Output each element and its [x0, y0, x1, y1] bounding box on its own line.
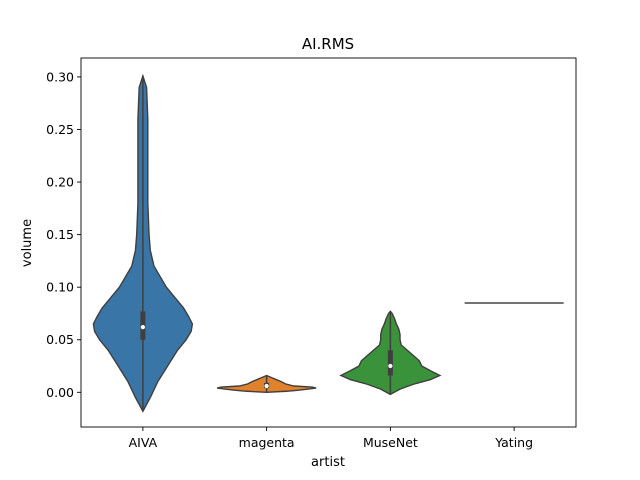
violin-median: [140, 325, 145, 330]
violin-musenet: [339, 310, 442, 396]
violin-median: [388, 363, 393, 369]
violin-magenta: [216, 374, 317, 394]
x-tick-label: AIVA: [129, 435, 158, 450]
x-tick-label: magenta: [239, 435, 295, 450]
x-tick-label: MuseNet: [363, 435, 418, 450]
violins-group: [92, 73, 564, 413]
y-tick-label: 0.00: [46, 385, 74, 400]
y-tick-label: 0.25: [46, 122, 74, 137]
y-tick-label: 0.20: [46, 175, 74, 190]
x-axis-title: artist: [311, 455, 345, 470]
y-tick-label: 0.05: [46, 332, 74, 347]
chart-title: AI.RMS: [302, 35, 354, 53]
y-tick-label: 0.15: [46, 227, 74, 242]
violin-aiva: [92, 73, 194, 413]
x-tick-label: Yating: [494, 435, 533, 450]
y-tick-label: 0.30: [46, 69, 74, 84]
violin-median: [264, 383, 269, 389]
y-tick-label: 0.10: [46, 280, 74, 295]
y-axis: 0.00 0.05 0.10 0.15 0.20 0.25 0.30: [46, 69, 81, 400]
x-axis: AIVA magenta MuseNet Yating: [129, 427, 533, 450]
y-axis-title: volume: [20, 219, 35, 267]
plot-frame: [80, 57, 577, 428]
